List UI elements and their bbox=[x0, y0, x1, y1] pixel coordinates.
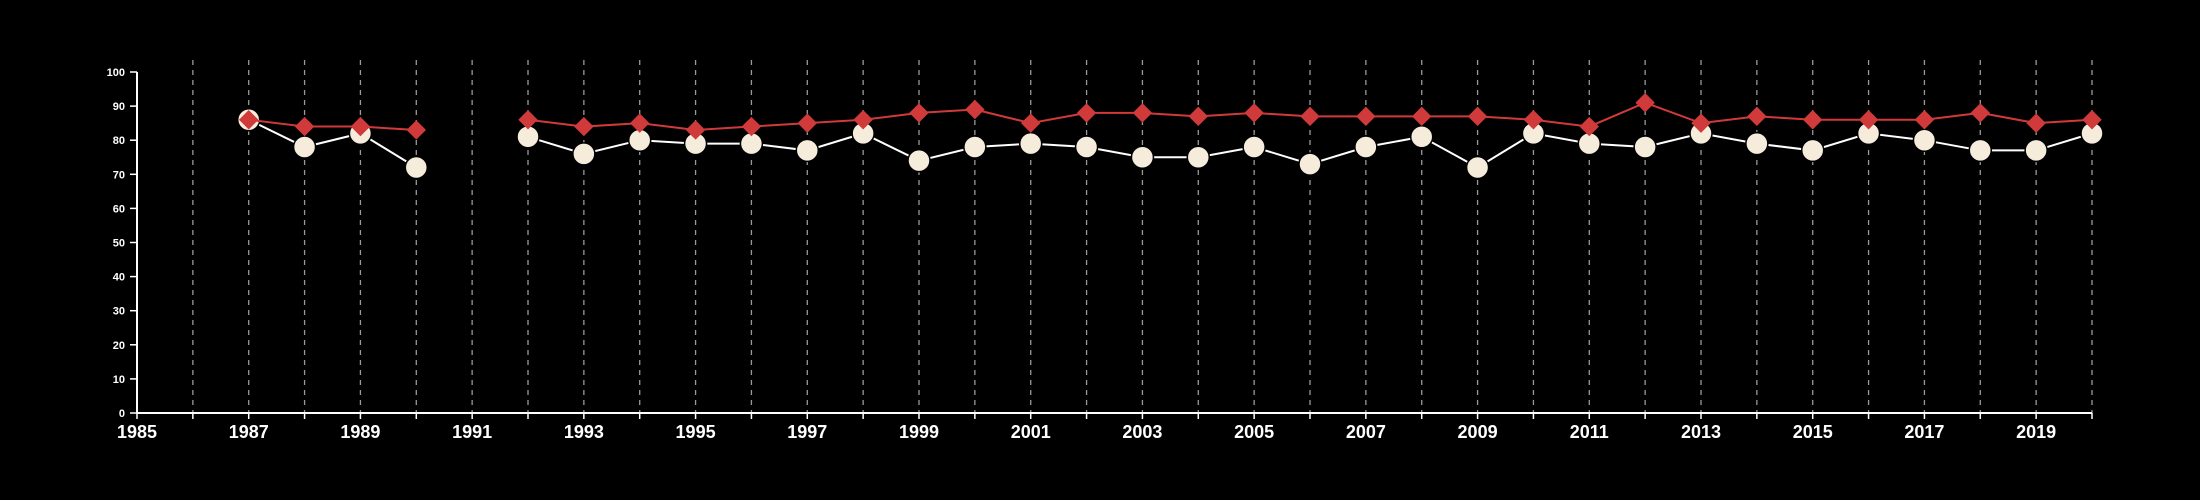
data-point-diamond bbox=[574, 116, 594, 137]
data-point-circle bbox=[292, 135, 317, 159]
data-point-circle bbox=[963, 135, 987, 159]
data-point-circle bbox=[1409, 125, 1434, 149]
data-point-circle bbox=[1298, 152, 1322, 176]
data-point-circle bbox=[1968, 138, 1993, 163]
data-point-diamond bbox=[797, 113, 817, 133]
gridlines bbox=[192, 60, 2093, 413]
data-point-diamond bbox=[518, 110, 538, 130]
data-point-diamond bbox=[294, 116, 315, 137]
data-point-diamond bbox=[1244, 103, 1264, 123]
data-point-diamond bbox=[1635, 92, 1655, 113]
data-point-diamond bbox=[2082, 110, 2102, 130]
y-tick-label: 50 bbox=[113, 238, 125, 250]
data-point-diamond bbox=[1300, 106, 1320, 127]
data-point-diamond bbox=[1803, 110, 1823, 130]
data-point-diamond bbox=[1188, 106, 1208, 127]
y-tick-label: 60 bbox=[113, 203, 125, 215]
data-point-circle bbox=[404, 155, 429, 180]
x-tick-label: 2001 bbox=[1011, 422, 1051, 442]
data-point-circle bbox=[1745, 131, 1769, 156]
x-tick-label: 2011 bbox=[1570, 422, 1609, 442]
data-point-diamond bbox=[239, 110, 259, 130]
y-tick-label: 0 bbox=[119, 408, 125, 420]
data-point-diamond bbox=[853, 110, 873, 130]
y-tick-label: 30 bbox=[113, 306, 125, 318]
series-line bbox=[248, 118, 417, 131]
x-tick-label: 2007 bbox=[1346, 422, 1386, 442]
data-point-circle bbox=[1130, 145, 1155, 169]
x-tick-label: 2013 bbox=[1681, 422, 1721, 442]
axes: 0 10 20 30 40 50 60 70 80 90 100 1985 1987 1989 1991 19… bbox=[107, 67, 2093, 442]
x-tick-label: 2019 bbox=[2016, 422, 2056, 442]
y-tick-label: 20 bbox=[113, 340, 125, 352]
data-point-diamond bbox=[1132, 103, 1153, 123]
data-point-circle bbox=[1800, 138, 1825, 163]
x-tick-label: 1987 bbox=[229, 422, 269, 442]
data-point-circle bbox=[1912, 128, 1937, 152]
data-point-circle bbox=[907, 148, 931, 173]
data-point-circle bbox=[2024, 138, 2048, 163]
data-point-diamond bbox=[1021, 113, 1041, 133]
data-point-diamond bbox=[1691, 113, 1711, 133]
data-point-circle bbox=[1186, 145, 1211, 169]
data-point-circle bbox=[1018, 131, 1043, 156]
y-tick-label: 90 bbox=[113, 101, 125, 113]
data-point-circle bbox=[1354, 135, 1378, 159]
y-tick-label: 40 bbox=[113, 272, 125, 284]
data-point-diamond bbox=[406, 120, 426, 140]
data-point-diamond bbox=[1412, 106, 1432, 127]
diamond-series bbox=[239, 92, 2102, 140]
y-tick-label: 80 bbox=[113, 135, 125, 147]
x-tick-label: 1989 bbox=[340, 422, 380, 442]
x-tick-label: 1999 bbox=[899, 422, 939, 442]
data-point-diamond bbox=[1467, 106, 1488, 127]
data-point-diamond bbox=[350, 116, 371, 137]
series-line bbox=[248, 118, 417, 169]
data-point-diamond bbox=[741, 116, 762, 137]
x-tick-label: 1993 bbox=[564, 422, 604, 442]
x-tick-label: 2005 bbox=[1234, 422, 1274, 442]
data-point-circle bbox=[1465, 155, 1490, 180]
x-tick-label: 2003 bbox=[1122, 422, 1162, 442]
data-point-diamond bbox=[1356, 106, 1376, 127]
data-point-diamond bbox=[909, 103, 929, 123]
data-point-circle bbox=[1633, 135, 1657, 159]
data-point-diamond bbox=[965, 99, 985, 120]
data-point-diamond bbox=[1076, 103, 1097, 123]
x-tick-label: 1991 bbox=[452, 422, 492, 442]
y-tick-label: 10 bbox=[113, 374, 125, 386]
data-point-diamond bbox=[685, 120, 706, 140]
y-tick-label: 100 bbox=[107, 67, 125, 79]
data-point-diamond bbox=[1858, 110, 1879, 130]
data-point-circle bbox=[572, 142, 596, 166]
data-point-circle bbox=[795, 138, 820, 163]
data-point-diamond bbox=[1970, 103, 1990, 123]
x-tick-label: 2009 bbox=[1458, 422, 1498, 442]
data-point-diamond bbox=[630, 113, 650, 133]
x-tick-label: 1997 bbox=[787, 422, 827, 442]
x-tick-label: 2015 bbox=[1793, 422, 1833, 442]
x-tick-label: 1985 bbox=[117, 422, 157, 442]
series-group bbox=[236, 92, 2104, 180]
data-point-diamond bbox=[1914, 110, 1935, 130]
data-point-diamond bbox=[1523, 110, 1544, 130]
x-tick-label: 1995 bbox=[676, 422, 716, 442]
data-point-diamond bbox=[1579, 116, 1599, 137]
y-tick-label: 70 bbox=[113, 169, 125, 181]
data-point-diamond bbox=[2026, 113, 2046, 133]
data-point-circle bbox=[1242, 135, 1266, 159]
data-point-circle bbox=[1074, 135, 1099, 159]
data-point-diamond bbox=[1747, 106, 1767, 127]
x-tick-label: 2017 bbox=[1904, 422, 1944, 442]
circle-series bbox=[236, 107, 2104, 180]
